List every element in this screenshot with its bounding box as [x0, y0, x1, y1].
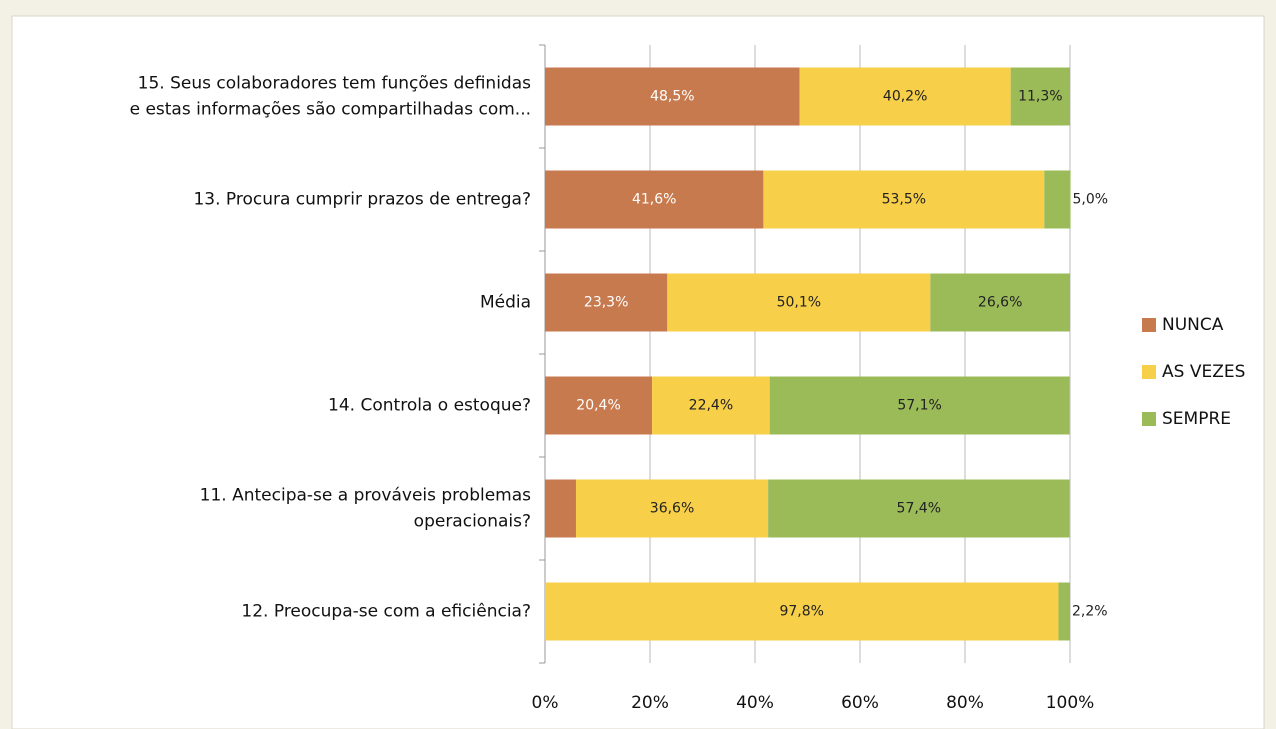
data-label: 20,4% [576, 398, 620, 414]
bar-segment [545, 376, 653, 435]
data-label: 57,4% [897, 501, 941, 517]
bar-segment [667, 273, 931, 332]
bar-segment [1044, 170, 1071, 229]
x-tick-label: 80% [946, 693, 984, 713]
bar-segment [769, 376, 1070, 435]
legend-swatch [1142, 365, 1156, 379]
legend-label: AS VEZES [1162, 362, 1245, 382]
bar-segment [763, 170, 1045, 229]
y-tick-label: 13. Procura cumprir prazos de entrega? [193, 190, 531, 210]
data-label: 5,0% [1073, 192, 1109, 208]
data-label: 41,6% [632, 192, 676, 208]
y-tick-label: 12. Preocupa-se com a eficiência? [241, 602, 531, 622]
x-tick-label: 20% [631, 693, 669, 713]
data-label: 53,5% [882, 192, 926, 208]
data-label: 50,1% [777, 295, 821, 311]
bar-segment [1010, 67, 1070, 126]
bar-segment [1058, 582, 1070, 641]
legend-label: NUNCA [1162, 315, 1224, 335]
bar-segment [545, 582, 1059, 641]
y-tick-label: 15. Seus colaboradores tem funções defin… [130, 74, 532, 120]
data-label: 26,6% [978, 295, 1022, 311]
x-tick-label: 100% [1046, 693, 1095, 713]
legend-label: SEMPRE [1162, 409, 1231, 429]
x-tick-label: 40% [736, 693, 774, 713]
y-tick-label: 14. Controla o estoque? [328, 396, 531, 416]
bar-segment [545, 170, 764, 229]
data-label: 97,8% [779, 604, 823, 620]
bar-segment [545, 67, 800, 126]
data-label: 22,4% [689, 398, 733, 414]
data-label: 36,6% [650, 501, 694, 517]
x-tick-label: 0% [532, 693, 559, 713]
legend-swatch [1142, 318, 1156, 332]
bar-segment [930, 273, 1070, 332]
data-label: 40,2% [883, 89, 927, 105]
data-label: 2,2% [1072, 604, 1108, 620]
data-label: 23,3% [584, 295, 628, 311]
bar-segment [545, 479, 576, 538]
data-label: 48,5% [650, 89, 694, 105]
y-tick-label: 11. Antecipa-se a prováveis problemas ope… [200, 486, 531, 532]
y-tick-label: Média [480, 293, 531, 313]
bar-segment [545, 273, 668, 332]
legend-swatch [1142, 412, 1156, 426]
x-tick-label: 60% [841, 693, 879, 713]
bar-segment [768, 479, 1070, 538]
bar-segment [652, 376, 770, 435]
bar-segment [799, 67, 1011, 126]
data-label: 11,3% [1018, 89, 1062, 105]
bar-segment [575, 479, 769, 538]
data-label: 57,1% [897, 398, 941, 414]
